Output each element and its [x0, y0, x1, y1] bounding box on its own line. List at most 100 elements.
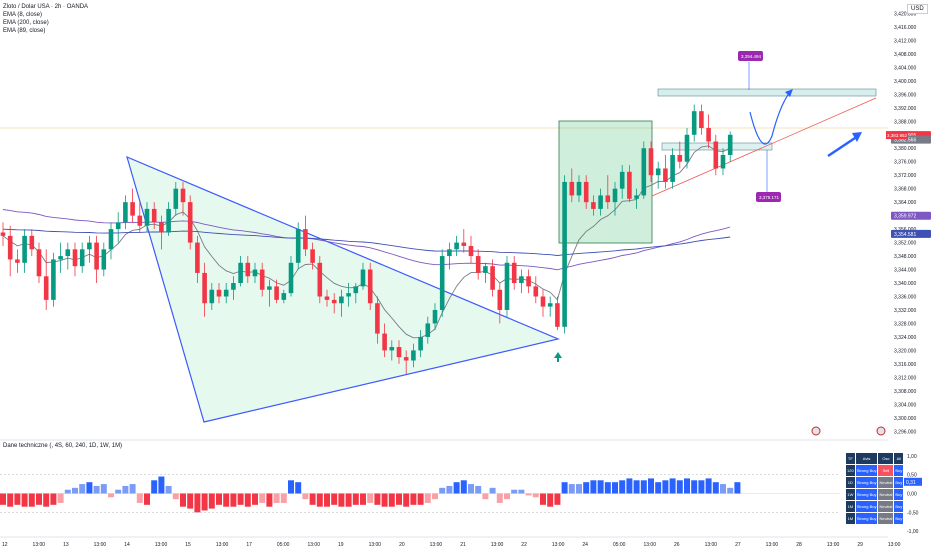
table-cell-tf: 120 [845, 464, 856, 477]
candle [367, 269, 373, 304]
osc-bar [511, 489, 518, 494]
candle [389, 347, 395, 351]
candle [403, 357, 409, 361]
candle [655, 168, 661, 176]
candle [468, 245, 474, 257]
price-tick-label: 3,296.000 [894, 429, 916, 435]
candle [511, 262, 517, 284]
currency-label[interactable]: USD [907, 4, 928, 14]
target-high-bg [738, 51, 763, 61]
trendline [651, 97, 877, 197]
indicator-title[interactable]: Dane techniczne (, 4S, 60, 240, 1D, 1W, … [3, 443, 123, 449]
price-tick-label: 3,324.000 [894, 335, 916, 341]
osc-bar [446, 485, 453, 494]
price-tick-label: 3,376.000 [894, 160, 916, 166]
price-tick-label: 3,420.000 [894, 11, 916, 17]
osc-bar [324, 493, 330, 507]
osc-bar [108, 493, 114, 498]
osc-tick-label: 0,00 [907, 492, 917, 498]
time-tick-label: 29 [857, 542, 863, 548]
candle [583, 181, 589, 203]
technicals-table: TF Avts Osc All 120 Strong Buy Sell Buy … [845, 452, 905, 525]
candle [0, 232, 6, 236]
price-tick-label: 3,400.000 [894, 79, 916, 85]
target-low-bg [756, 192, 781, 202]
osc-bar [115, 489, 122, 494]
table-cell-ma: Strong Buy [854, 464, 879, 477]
osc-tick-label: -0,50 [907, 510, 919, 516]
osc-bar [662, 480, 669, 494]
osc-bar [460, 480, 467, 494]
resistance-zone [657, 88, 877, 97]
candle [447, 249, 452, 257]
candle [303, 229, 308, 250]
osc-bar [50, 493, 57, 505]
candle [396, 347, 402, 358]
price-tick-label: 3,348.000 [894, 254, 916, 260]
candle [598, 195, 603, 209]
osc-bar [554, 493, 561, 505]
osc-bar [36, 493, 42, 505]
candle [331, 299, 337, 304]
ema-8-label: 3,382.566 [894, 138, 916, 144]
candle [324, 296, 330, 300]
ema-89-legend[interactable]: EMA (89, close) [3, 28, 46, 34]
bid-label: 3,383.952 [887, 133, 908, 138]
table-row: 1M Strong Buy Neutral Buy [845, 500, 905, 513]
osc-bar [576, 484, 582, 494]
table-cell-osc: Neutral [877, 488, 895, 501]
candle [209, 289, 215, 304]
osc-bar [259, 493, 266, 503]
osc-bar [504, 493, 510, 500]
osc-bar [122, 485, 129, 494]
osc-bar [705, 478, 712, 494]
osc-bar [568, 484, 575, 494]
table-row: 120 Strong Buy Sell Buy [845, 464, 905, 477]
osc-bar [345, 493, 352, 507]
candle [425, 323, 431, 337]
ema-200-legend[interactable]: EMA (200, close) [3, 20, 49, 26]
direction-arrow [827, 136, 856, 158]
candle [684, 134, 690, 162]
candle [461, 242, 467, 246]
time-tick-label: 14 [124, 542, 130, 548]
osc-bar [194, 493, 201, 513]
candle [223, 289, 229, 297]
candle [187, 202, 193, 243]
table-cell-ma: Strong Buy [854, 476, 879, 489]
projection-path [749, 91, 791, 145]
candle [51, 259, 56, 300]
table-header: TF [845, 452, 856, 465]
price-tick-label: 3,388.000 [894, 119, 916, 125]
osc-bar [381, 493, 388, 507]
candle [94, 242, 99, 270]
candle [648, 148, 654, 176]
candle [7, 235, 13, 260]
osc-bar [561, 482, 568, 494]
candle [166, 208, 171, 233]
osc-bar [86, 482, 93, 494]
price-tick-label: 3,336.000 [894, 294, 916, 300]
price-tick-label: 3,304.000 [894, 402, 916, 408]
time-tick-label: 22 [521, 542, 527, 548]
osc-bar [489, 487, 496, 494]
osc-bar [734, 482, 741, 494]
osc-bar [720, 484, 726, 494]
candle [454, 242, 459, 250]
table-cell-osc: Neutral [877, 500, 895, 513]
osc-bar [165, 485, 172, 494]
ema-8-legend[interactable]: EMA (8, close) [3, 12, 43, 18]
candle [22, 235, 27, 263]
candle [123, 202, 128, 223]
osc-bar [244, 493, 251, 507]
osc-bar [316, 493, 323, 507]
price-tick-label: 3,328.000 [894, 321, 916, 327]
table-header: Osc [877, 452, 895, 465]
table-cell-osc: Sell [877, 464, 895, 477]
osc-bar [496, 493, 503, 503]
osc-bar [698, 480, 705, 494]
candle [29, 235, 35, 250]
candle [151, 208, 157, 223]
price-tick-label: 3,396.000 [894, 92, 916, 98]
